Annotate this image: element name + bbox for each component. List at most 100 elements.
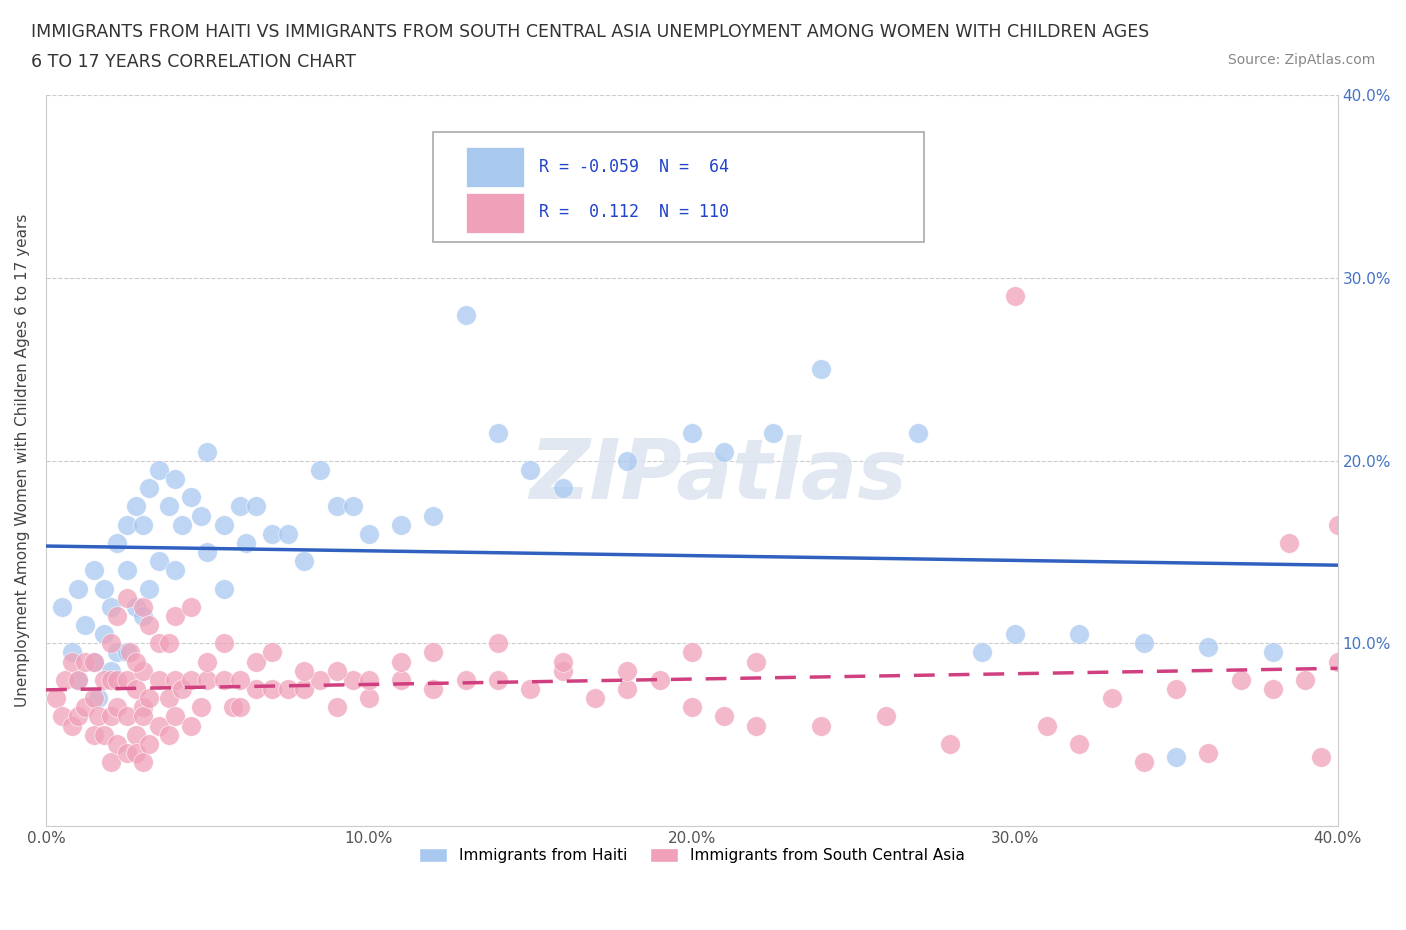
Point [73, 654, 96, 669]
Point [148, 672, 170, 687]
Point [148, 718, 170, 733]
Point [190, 700, 212, 715]
Point [1261, 682, 1284, 697]
Point [132, 600, 155, 615]
Point [648, 672, 671, 687]
Point [907, 426, 929, 441]
Point [45, 691, 67, 706]
Point [454, 672, 477, 687]
Point [260, 645, 283, 660]
Point [616, 453, 638, 468]
Point [810, 362, 832, 377]
Point [222, 700, 245, 715]
Point [157, 727, 180, 742]
Point [165, 709, 187, 724]
Point [325, 498, 347, 513]
Point [67, 672, 90, 687]
Point [100, 663, 122, 678]
Point [745, 654, 768, 669]
Point [105, 536, 128, 551]
Point [1198, 640, 1220, 655]
Point [148, 553, 170, 568]
Text: Source: ZipAtlas.com: Source: ZipAtlas.com [1227, 53, 1375, 67]
Point [100, 672, 122, 687]
Point [551, 654, 574, 669]
Point [132, 754, 155, 769]
Point [73, 618, 96, 632]
Point [389, 517, 412, 532]
Point [235, 536, 257, 551]
Point [228, 672, 250, 687]
Point [325, 700, 347, 715]
Point [454, 307, 477, 322]
Point [357, 691, 380, 706]
Point [875, 709, 897, 724]
Point [115, 709, 138, 724]
Point [180, 718, 202, 733]
Point [115, 672, 138, 687]
Point [86, 709, 108, 724]
Point [170, 517, 193, 532]
Point [86, 691, 108, 706]
Point [745, 718, 768, 733]
Point [125, 654, 148, 669]
Point [197, 672, 219, 687]
Point [486, 426, 509, 441]
Point [1294, 672, 1316, 687]
Point [53, 672, 76, 687]
Point [197, 545, 219, 560]
Point [125, 727, 148, 742]
Point [138, 691, 160, 706]
Point [115, 645, 138, 660]
Point [1133, 636, 1156, 651]
Point [1261, 645, 1284, 660]
Point [60, 645, 83, 660]
Point [325, 663, 347, 678]
Point [125, 746, 148, 761]
Point [389, 672, 412, 687]
Point [83, 563, 105, 578]
Point [93, 672, 115, 687]
Point [125, 682, 148, 697]
Point [1101, 691, 1123, 706]
Point [83, 691, 105, 706]
Point [138, 737, 160, 751]
Point [1198, 746, 1220, 761]
Point [83, 654, 105, 669]
Point [83, 727, 105, 742]
Point [1004, 627, 1026, 642]
Point [1278, 536, 1301, 551]
Point [67, 672, 90, 687]
Point [277, 526, 299, 541]
Text: IMMIGRANTS FROM HAITI VS IMMIGRANTS FROM SOUTH CENTRAL ASIA UNEMPLOYMENT AMONG W: IMMIGRANTS FROM HAITI VS IMMIGRANTS FROM… [31, 23, 1149, 41]
Point [83, 654, 105, 669]
Text: R = -0.059  N =  64: R = -0.059 N = 64 [540, 158, 730, 176]
Point [148, 462, 170, 477]
Point [309, 462, 332, 477]
Text: R =  0.112  N = 110: R = 0.112 N = 110 [540, 204, 730, 221]
Point [1004, 289, 1026, 304]
Point [1166, 750, 1188, 764]
Point [277, 682, 299, 697]
Point [93, 627, 115, 642]
Point [342, 672, 364, 687]
Point [165, 672, 187, 687]
Point [105, 737, 128, 751]
Point [1326, 654, 1348, 669]
Point [245, 654, 267, 669]
Point [93, 727, 115, 742]
Point [761, 426, 783, 441]
Point [245, 498, 267, 513]
Point [422, 645, 444, 660]
Point [228, 700, 250, 715]
Point [713, 709, 735, 724]
Point [292, 663, 315, 678]
Point [165, 563, 187, 578]
Point [422, 682, 444, 697]
Point [51, 600, 73, 615]
Point [486, 636, 509, 651]
Point [100, 600, 122, 615]
Point [212, 672, 235, 687]
Point [180, 672, 202, 687]
Point [138, 618, 160, 632]
